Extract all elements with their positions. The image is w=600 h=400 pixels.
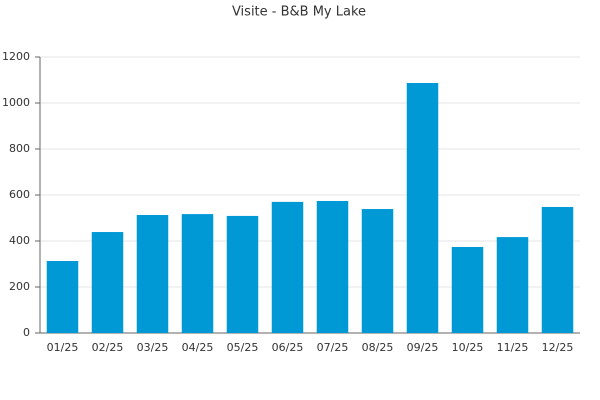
x-tick-label: 02/25 xyxy=(92,341,124,354)
bar xyxy=(541,206,574,333)
x-tick-label: 08/25 xyxy=(362,341,394,354)
y-tick-label: 1000 xyxy=(2,96,30,109)
bar xyxy=(271,201,304,333)
y-tick-label: 400 xyxy=(9,234,30,247)
y-tick-label: 200 xyxy=(9,280,30,293)
x-tick-label: 09/25 xyxy=(407,341,439,354)
bar xyxy=(451,246,484,333)
y-tick-label: 0 xyxy=(23,326,30,339)
bar xyxy=(361,209,394,333)
x-tick-label: 05/25 xyxy=(227,341,259,354)
y-tick-label: 1200 xyxy=(2,50,30,63)
bar xyxy=(316,200,349,333)
x-tick-label: 10/25 xyxy=(452,341,484,354)
bar xyxy=(496,237,529,333)
x-tick-label: 04/25 xyxy=(182,341,214,354)
x-tick-label: 11/25 xyxy=(497,341,529,354)
bar xyxy=(136,215,169,333)
x-tick-label: 06/25 xyxy=(272,341,304,354)
bar xyxy=(406,82,439,334)
y-tick-label: 600 xyxy=(9,188,30,201)
chart-title: Visite - B&B My Lake xyxy=(232,5,366,20)
bar xyxy=(46,261,79,333)
x-tick-label: 07/25 xyxy=(317,341,349,354)
bar xyxy=(226,215,259,333)
x-tick-label: 03/25 xyxy=(137,341,169,354)
bar xyxy=(181,214,214,333)
y-tick-label: 800 xyxy=(9,142,30,155)
x-tick-label: 12/25 xyxy=(542,341,574,354)
bar xyxy=(91,232,124,333)
x-tick-label: 01/25 xyxy=(47,341,79,354)
